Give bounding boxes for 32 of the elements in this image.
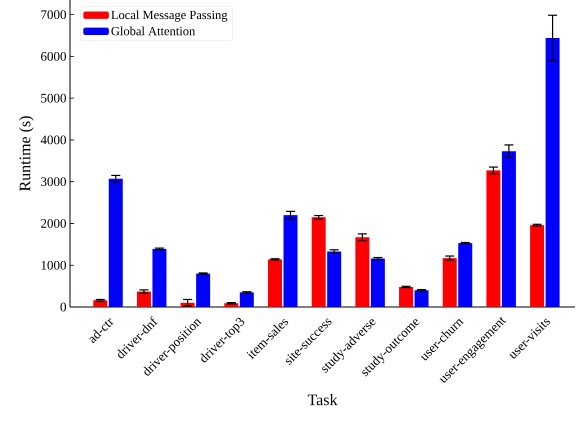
bar <box>486 170 500 307</box>
x-axis-title: Task <box>308 394 338 406</box>
y-tick-label: 7000 <box>41 10 66 20</box>
bar <box>546 38 560 307</box>
legend-label: Global Attention <box>111 26 196 36</box>
bar <box>458 243 472 307</box>
y-tick-label: 1000 <box>42 260 66 270</box>
y-tick-label: 5000 <box>41 94 66 103</box>
bar <box>502 151 516 307</box>
bar <box>370 258 385 307</box>
y-tick-label: 6000 <box>41 52 66 61</box>
legend-label: Local Message Passing <box>111 10 228 22</box>
bar <box>152 248 166 307</box>
bar <box>268 259 282 307</box>
y-tick-label: 0 <box>60 302 66 312</box>
bar <box>283 215 298 307</box>
y-tick-label: 4000 <box>40 136 66 144</box>
bar <box>414 290 429 307</box>
y-tick-label: 3000 <box>41 177 66 186</box>
bar <box>196 274 210 307</box>
y-axis-title: Runtime (s) <box>19 116 34 192</box>
y-tick-label: 2000 <box>41 219 66 228</box>
bar <box>108 178 123 307</box>
bar <box>530 225 544 307</box>
bar <box>240 292 254 307</box>
bar <box>355 237 370 307</box>
bar <box>327 251 342 307</box>
bar <box>93 300 108 307</box>
bar <box>312 217 326 307</box>
bar <box>399 286 414 307</box>
bar <box>442 258 457 307</box>
bar <box>136 292 151 307</box>
